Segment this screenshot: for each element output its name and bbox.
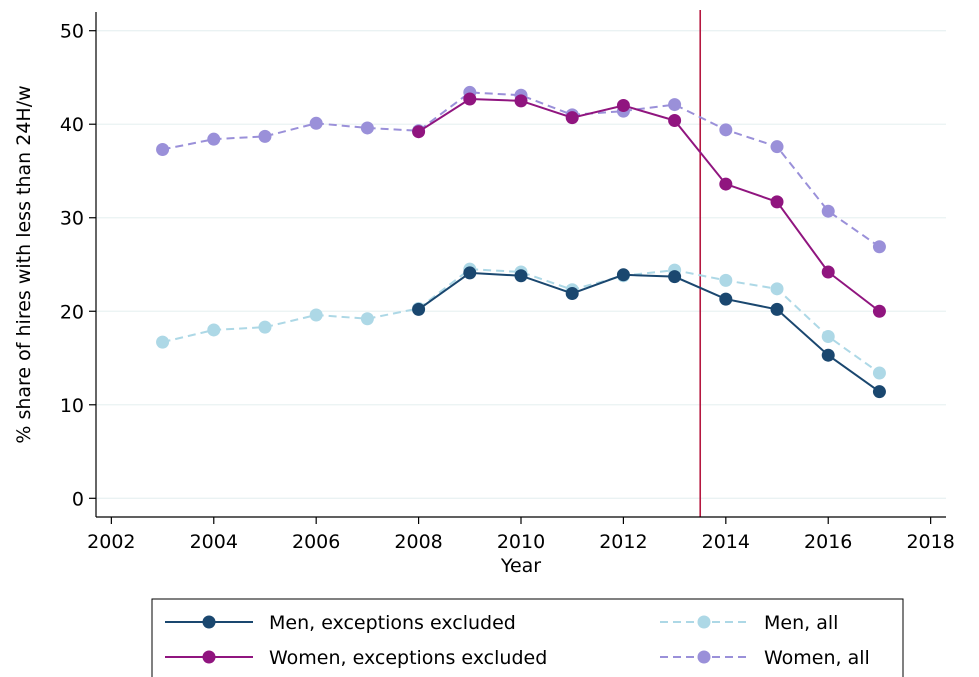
data-point: [770, 282, 784, 296]
data-point: [872, 366, 886, 380]
legend-label: Women, all: [764, 647, 870, 669]
data-point: [719, 123, 733, 137]
data-point: [412, 125, 426, 139]
data-point: [207, 132, 221, 146]
x-tick-label: 2012: [599, 531, 647, 553]
x-ticks: 2002 2004 2006 2008 2010 2012 2014 2016 2018: [87, 517, 955, 553]
x-tick-label: 2018: [906, 531, 954, 553]
data-point: [821, 330, 835, 344]
y-tick-label: 20: [60, 301, 84, 323]
data-point: [821, 265, 835, 279]
data-point: [463, 266, 477, 280]
legend-label: Men, exceptions excluded: [269, 612, 516, 634]
data-point: [565, 111, 579, 125]
data-point: [156, 335, 170, 349]
data-point: [309, 308, 323, 322]
x-tick-label: 2016: [804, 531, 852, 553]
data-point: [668, 270, 682, 284]
legend-box: [151, 598, 904, 677]
data-point: [616, 99, 630, 113]
data-point: [770, 195, 784, 209]
series-line: [418, 271, 881, 393]
y-axis-title: % share of hires with less than 24H/w: [13, 85, 35, 443]
data-point: [770, 302, 784, 316]
series-line: [162, 268, 881, 374]
data-point: [360, 121, 374, 135]
legend: Men, exceptions excluded Men, all Women, e…: [151, 598, 904, 677]
data-point: [719, 292, 733, 306]
x-tick-label: 2008: [394, 531, 442, 553]
x-axis-title: Year: [500, 555, 541, 577]
data-point: [207, 323, 221, 337]
series-group: [156, 85, 886, 399]
data-point: [463, 92, 477, 106]
x-tick-label: 2006: [292, 531, 340, 553]
data-point: [565, 286, 579, 300]
legend-swatch-marker: [202, 650, 216, 664]
data-point: [156, 142, 170, 156]
data-point: [719, 273, 733, 287]
x-tick-label: 2004: [190, 531, 238, 553]
data-point: [821, 204, 835, 218]
data-point: [258, 129, 272, 143]
series-line: [162, 91, 881, 248]
data-point: [719, 177, 733, 191]
data-point: [309, 116, 323, 130]
data-point: [360, 312, 374, 326]
data-point: [872, 240, 886, 254]
legend-swatch-marker: [697, 650, 711, 664]
legend-swatch-marker: [697, 615, 711, 629]
data-point: [514, 94, 528, 108]
series-2: [412, 92, 886, 318]
data-point: [412, 302, 426, 316]
legend-label: Women, exceptions excluded: [269, 647, 547, 669]
data-point: [258, 320, 272, 334]
data-point: [616, 268, 630, 282]
y-tick-label: 40: [60, 114, 84, 136]
data-point: [668, 113, 682, 127]
data-point: [514, 269, 528, 283]
y-tick-label: 50: [60, 21, 84, 43]
y-ticks: 0 10 20 30 40 50: [60, 21, 96, 510]
legend-swatch-marker: [202, 615, 216, 629]
data-point: [668, 98, 682, 112]
grid: [96, 30, 946, 499]
y-tick-label: 10: [60, 395, 84, 417]
data-point: [872, 304, 886, 318]
x-tick-label: 2014: [702, 531, 750, 553]
x-tick-label: 2002: [87, 531, 135, 553]
y-tick-label: 30: [60, 208, 84, 230]
legend-label: Men, all: [764, 612, 838, 634]
data-point: [770, 140, 784, 154]
x-tick-label: 2010: [497, 531, 545, 553]
data-point: [872, 385, 886, 399]
y-tick-label: 0: [72, 488, 84, 510]
series-line: [418, 97, 881, 313]
series-0: [412, 266, 886, 399]
data-point: [821, 348, 835, 362]
